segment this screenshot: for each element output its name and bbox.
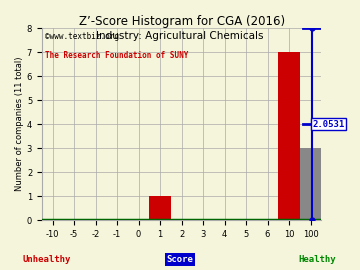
Text: Healthy: Healthy [298,255,336,264]
Text: 2.0531: 2.0531 [313,120,345,129]
Bar [149,196,171,220]
Text: Unhealthy: Unhealthy [23,255,71,264]
Bar [300,148,321,220]
Bar [278,52,300,220]
Text: Score: Score [167,255,193,264]
Text: The Research Foundation of SUNY: The Research Foundation of SUNY [45,51,188,60]
Y-axis label: Number of companies (11 total): Number of companies (11 total) [15,57,24,191]
Text: Industry: Agricultural Chemicals: Industry: Agricultural Chemicals [96,31,264,42]
Title: Z’-Score Histogram for CGA (2016): Z’-Score Histogram for CGA (2016) [78,15,285,28]
Text: ©www.textbiz.org: ©www.textbiz.org [45,32,119,41]
